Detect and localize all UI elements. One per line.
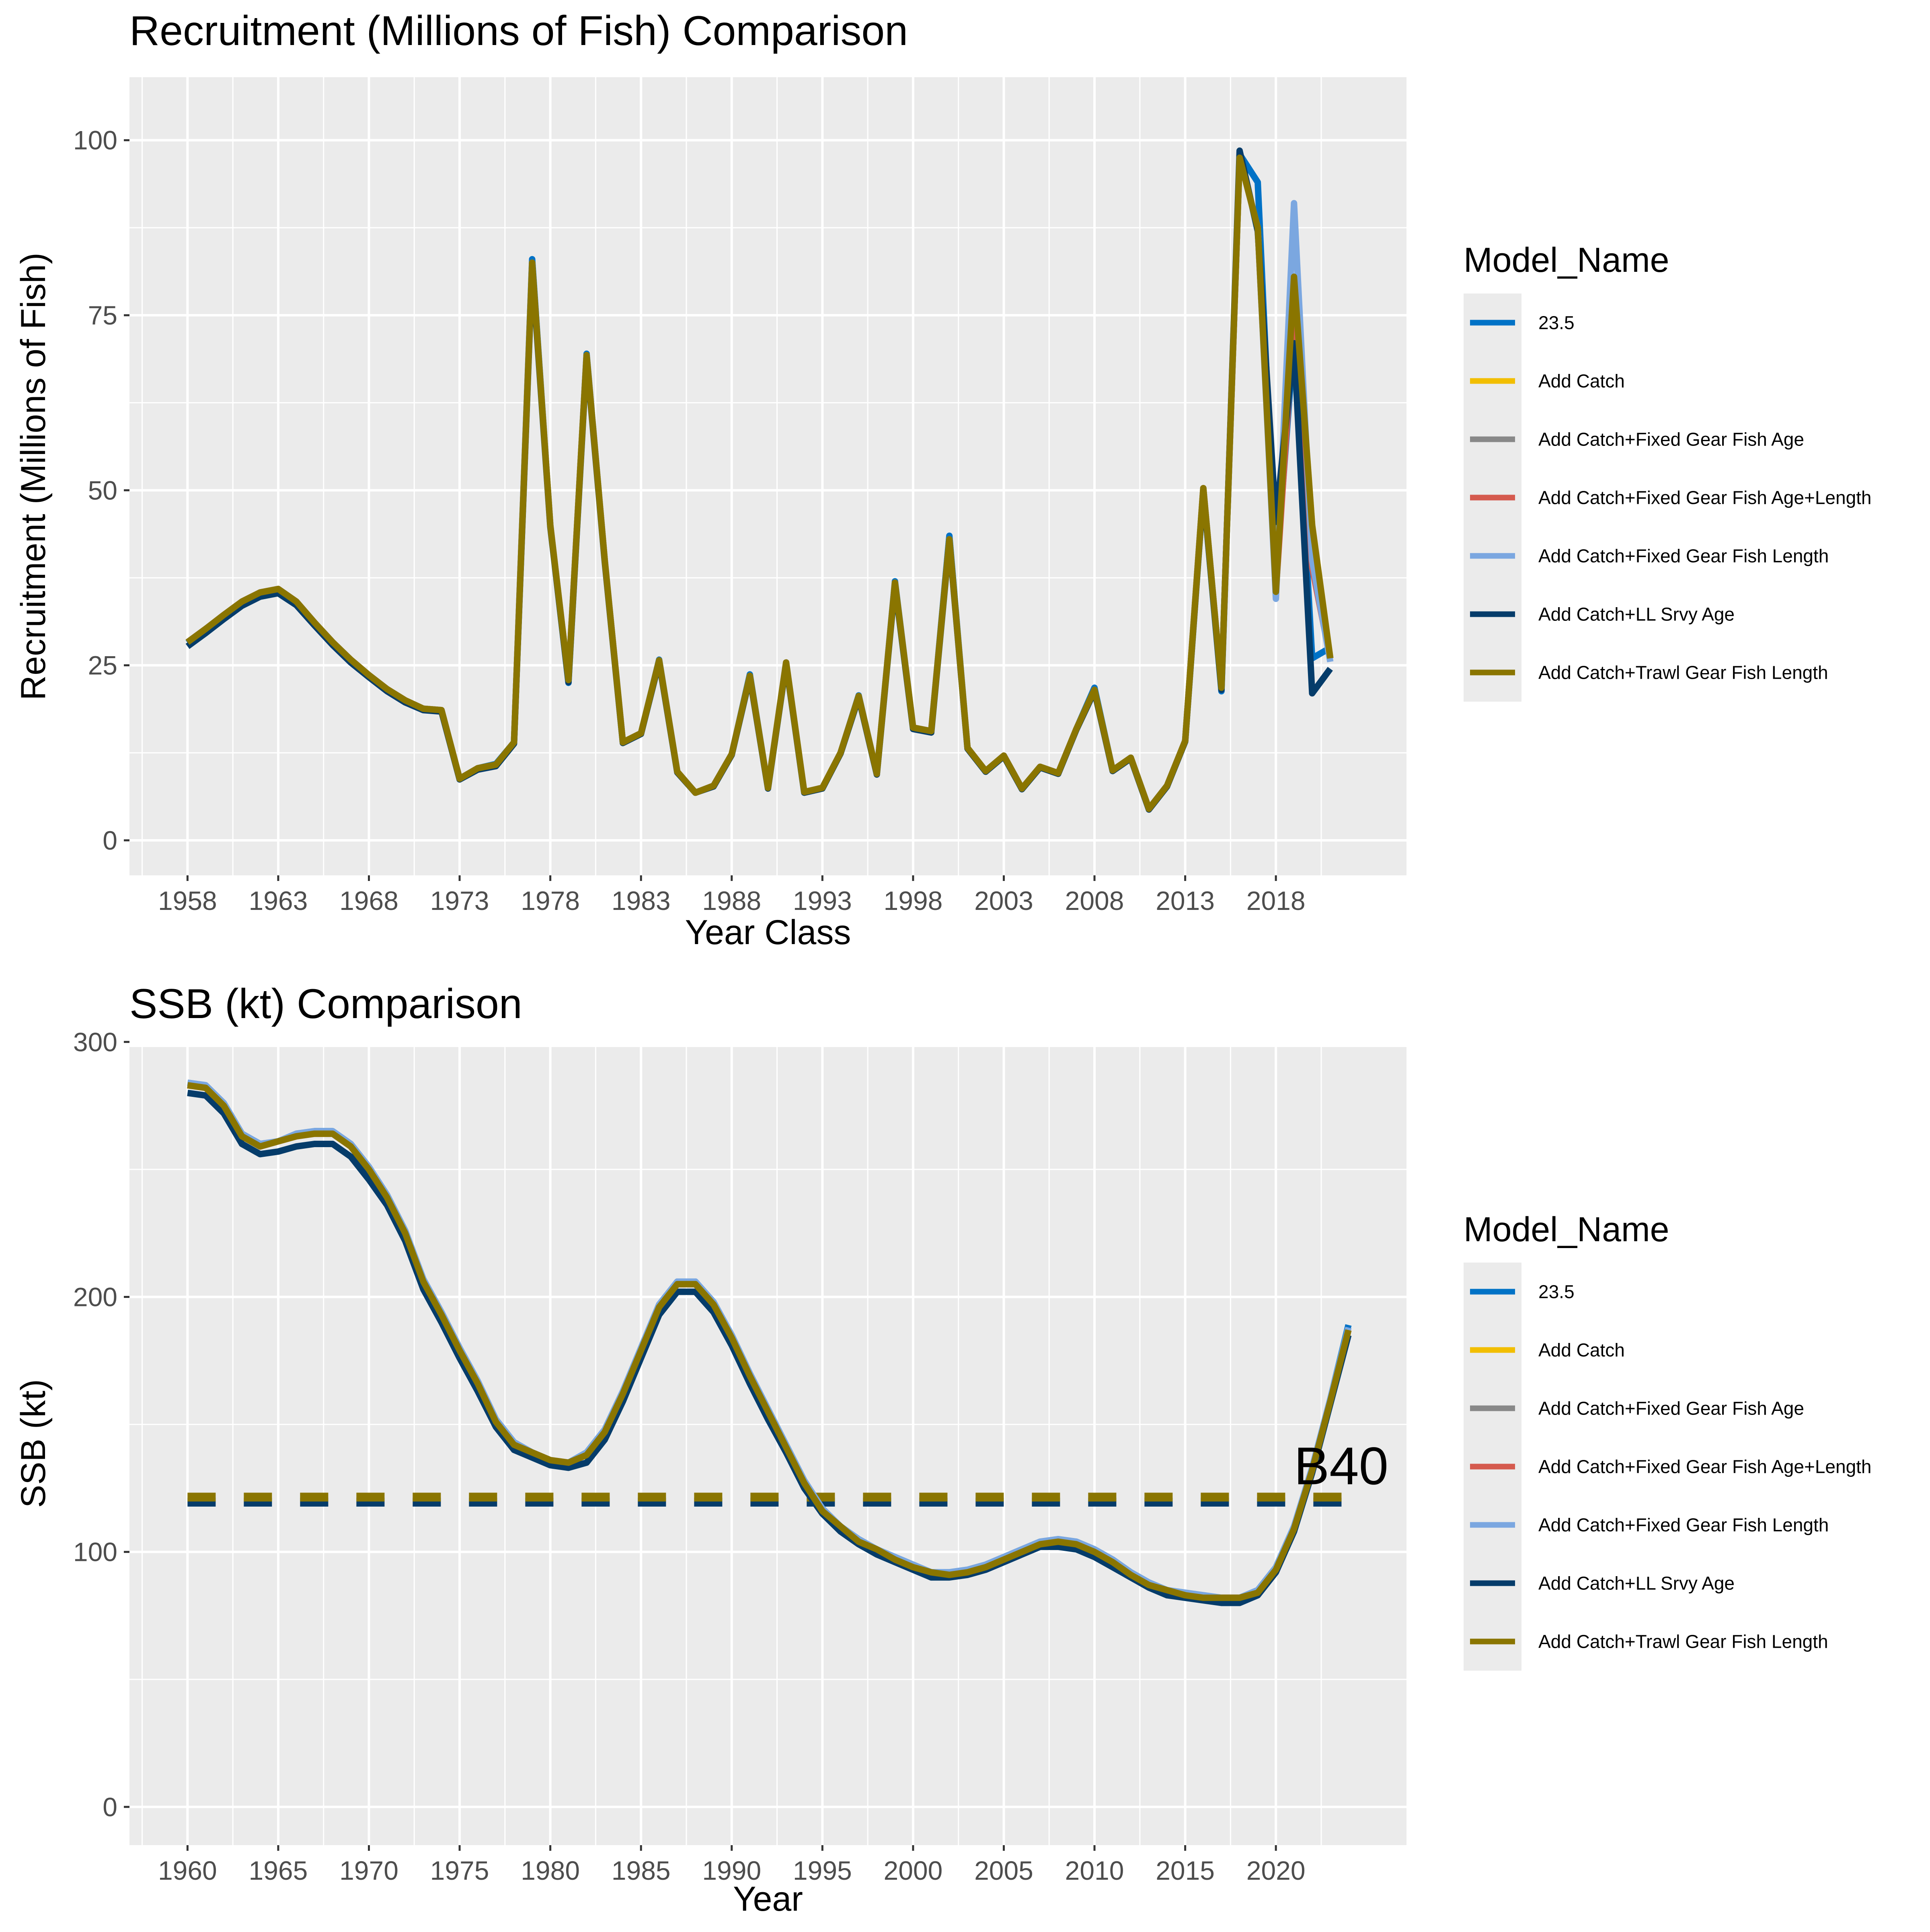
series-line-add-catch-trawl-gear-fish-length <box>185 154 1334 812</box>
legend-label: Add Catch+Fixed Gear Fish Age+Length <box>1538 1456 1872 1477</box>
y-tick-label: 50 <box>88 475 117 505</box>
legend: Model_Name 23.5 Add Catch Add Catch+Fixed … <box>1464 1210 1872 1671</box>
x-tick-label: 1975 <box>430 1856 489 1885</box>
legend-label: Add Catch+Fixed Gear Fish Age <box>1538 1398 1804 1419</box>
legend-label: Add Catch <box>1538 1340 1625 1361</box>
series-line-add-catch-ll-srvy-age <box>187 1090 1352 1606</box>
legend-label: Add Catch+Fixed Gear Fish Length <box>1538 546 1829 567</box>
x-tick-label: 1985 <box>612 1856 671 1885</box>
x-axis-label: Year Class <box>685 913 851 952</box>
y-tick-label: 200 <box>73 1282 117 1312</box>
series-lines <box>185 147 1334 813</box>
x-tick-label: 1993 <box>793 886 852 916</box>
legend-label: Add Catch+Fixed Gear Fish Length <box>1538 1515 1829 1536</box>
ssb-chart: SSB (kt) Comparison 1960 1965 1970 1975 1980… <box>14 981 1872 1918</box>
plot-panel <box>129 77 1406 875</box>
x-tick-label: 2015 <box>1156 1856 1215 1885</box>
x-tick-label: 1983 <box>612 886 671 916</box>
legend-label: Add Catch+Trawl Gear Fish Length <box>1538 662 1828 683</box>
x-tick-label: 2010 <box>1065 1856 1124 1885</box>
y-tick-label: 25 <box>88 651 117 680</box>
x-tick-label: 1968 <box>339 886 398 916</box>
y-tick-label: 0 <box>103 1792 117 1822</box>
y-tick-label: 300 <box>73 1027 117 1057</box>
x-tick-label: 1990 <box>702 1856 761 1885</box>
legend-label: Add Catch+Fixed Gear Fish Age+Length <box>1538 487 1872 508</box>
x-tick-label: 1973 <box>430 886 489 916</box>
legend-label: 23.5 <box>1538 312 1575 333</box>
x-tick-label: 2013 <box>1156 886 1215 916</box>
legend-label: Add Catch+Trawl Gear Fish Length <box>1538 1631 1828 1652</box>
x-axis-ticks: 1960 1965 1970 1975 1980 1985 1990 1995 2000 2005… <box>158 1845 1306 1885</box>
x-tick-label: 1970 <box>339 1856 398 1885</box>
y-tick-label: 0 <box>103 825 117 855</box>
x-tick-label: 1980 <box>521 1856 580 1885</box>
legend-title: Model_Name <box>1464 241 1669 279</box>
x-tick-label: 1988 <box>702 886 761 916</box>
recruitment-chart: Recruitment (Millions of Fish) Compariso… <box>14 8 1872 952</box>
x-tick-label: 2000 <box>883 1856 942 1885</box>
x-axis-label: Year <box>733 1880 803 1918</box>
legend-label: Add Catch+Fixed Gear Fish Age <box>1538 429 1804 450</box>
x-tick-label: 2008 <box>1065 886 1124 916</box>
x-tick-label: 1965 <box>249 1856 308 1885</box>
x-tick-label: 1958 <box>158 886 217 916</box>
b40-reference-lines <box>187 1493 1349 1507</box>
y-tick-label: 100 <box>73 125 117 155</box>
x-axis-ticks: 1958 1963 1968 1973 1978 1983 1988 1993 1998 2003… <box>158 875 1306 916</box>
y-axis-label: Recruitment (Millions of Fish) <box>14 253 53 700</box>
y-axis-ticks: 0 100 200 300 <box>73 1027 129 1822</box>
legend: Model_Name 23.5 Add Catch Add Catch+Fixed … <box>1464 241 1872 702</box>
plot-panel <box>129 1047 1406 1845</box>
series-lines <box>187 1079 1352 1606</box>
legend-title: Model_Name <box>1464 1210 1669 1249</box>
minor-gridlines <box>129 77 1406 875</box>
x-tick-label: 1995 <box>793 1856 852 1885</box>
x-tick-label: 1960 <box>158 1856 217 1885</box>
x-tick-label: 1998 <box>883 886 942 916</box>
x-tick-label: 2020 <box>1246 1856 1306 1885</box>
legend-label: 23.5 <box>1538 1281 1575 1302</box>
x-tick-label: 1963 <box>249 886 308 916</box>
legend-label: Add Catch <box>1538 371 1625 392</box>
y-tick-label: 100 <box>73 1537 117 1567</box>
series-line-add-catch-trawl-gear-fish-length <box>187 1082 1352 1601</box>
x-tick-label: 2005 <box>974 1856 1033 1885</box>
x-tick-label: 1978 <box>521 886 580 916</box>
x-tick-label: 2003 <box>974 886 1033 916</box>
legend-label: Add Catch+LL Srvy Age <box>1538 604 1735 625</box>
b40-annotation: B40 <box>1294 1436 1388 1495</box>
y-axis-ticks: 0 25 50 75 100 <box>73 125 129 855</box>
legend-label: Add Catch+LL Srvy Age <box>1538 1573 1735 1594</box>
chart-title: SSB (kt) Comparison <box>129 981 522 1027</box>
y-axis-label: SSB (kt) <box>14 1379 53 1508</box>
x-tick-label: 2018 <box>1246 886 1306 916</box>
major-gridlines <box>129 1041 1406 1845</box>
y-tick-label: 75 <box>88 300 117 330</box>
chart-title: Recruitment (Millions of Fish) Compariso… <box>129 8 908 54</box>
minor-gridlines <box>129 1047 1406 1845</box>
